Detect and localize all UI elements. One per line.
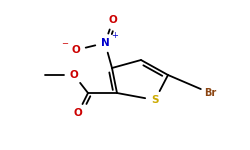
Text: O: O: [108, 15, 118, 25]
Text: S: S: [151, 95, 159, 105]
Text: Br: Br: [204, 88, 216, 98]
Text: O: O: [74, 108, 82, 118]
Text: −: −: [62, 39, 68, 48]
Text: N: N: [100, 38, 110, 48]
Text: O: O: [72, 45, 80, 55]
Text: +: +: [112, 30, 118, 39]
Text: O: O: [70, 70, 78, 80]
